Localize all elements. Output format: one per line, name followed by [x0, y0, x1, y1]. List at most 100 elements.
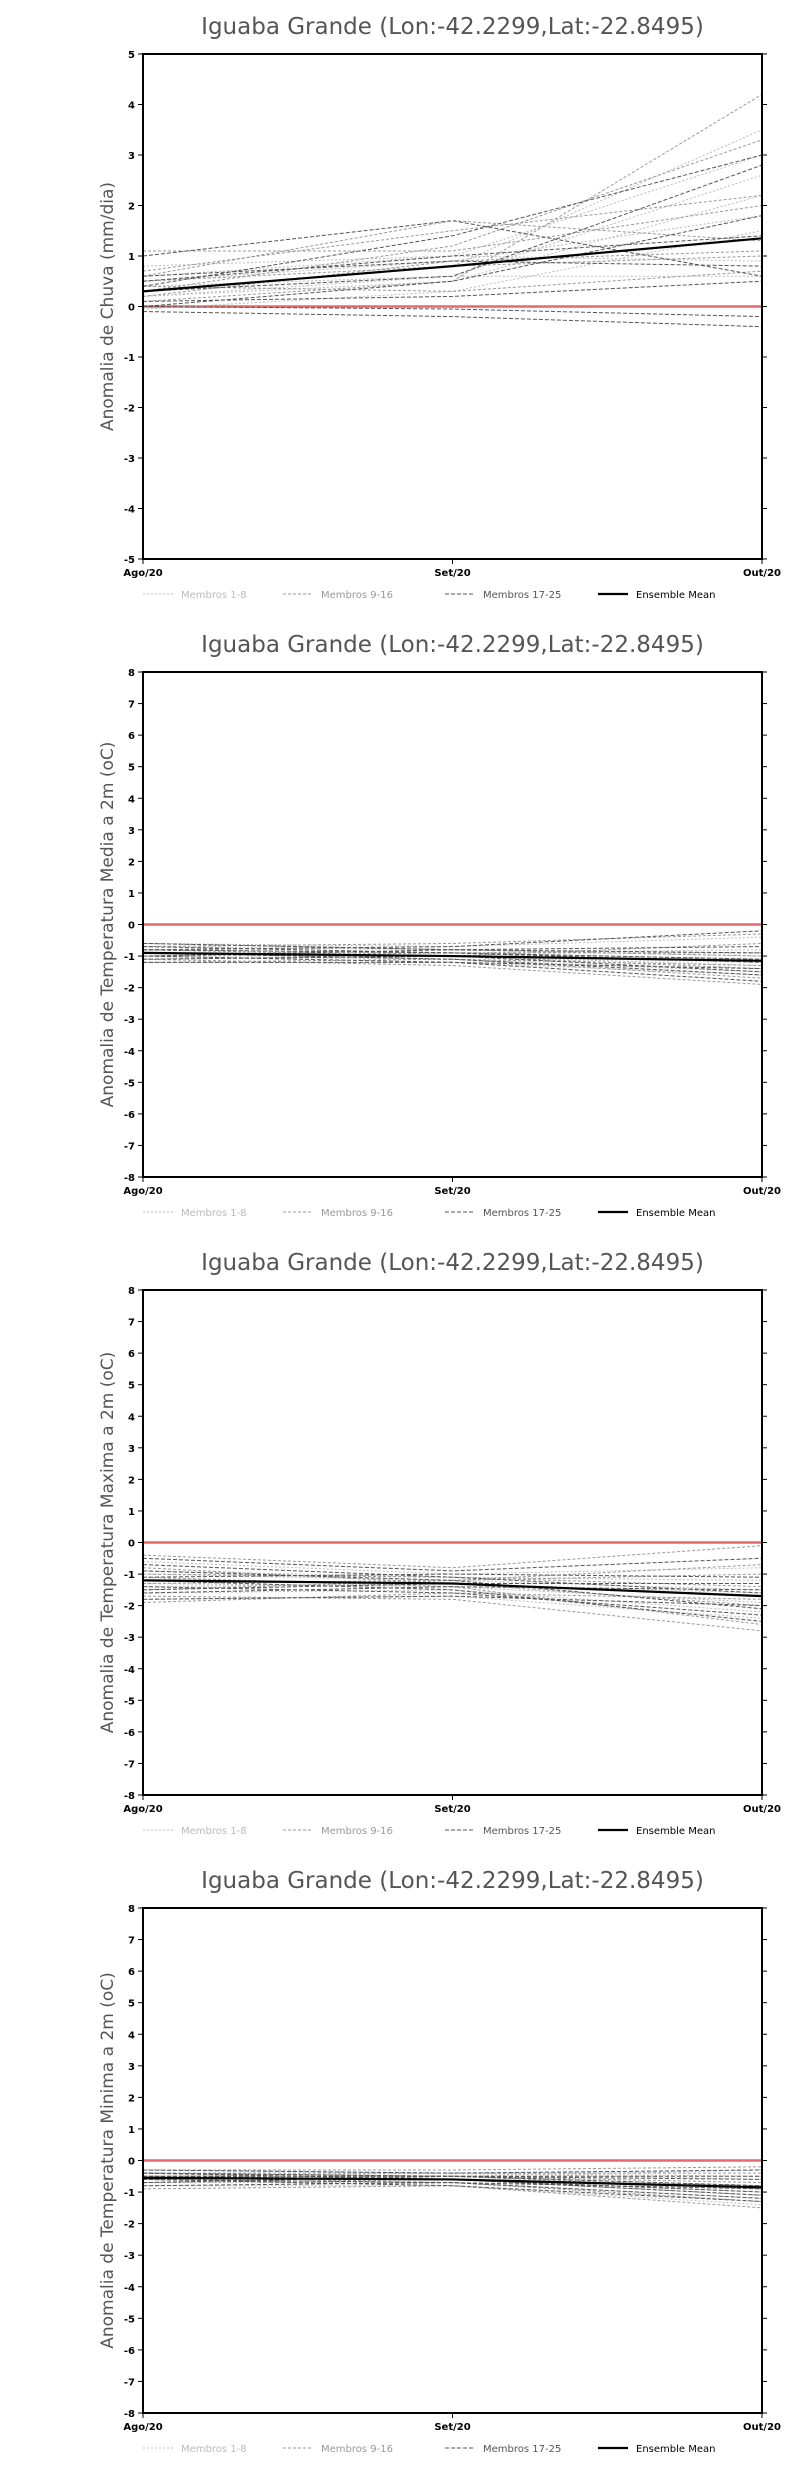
y-tick-label: -4	[124, 505, 135, 516]
chart-title: Iguaba Grande (Lon:-42.2299,Lat:-22.8495…	[201, 1250, 704, 1276]
legend-label-members-1-8: Membros 1-8	[181, 1208, 247, 1219]
member-line	[142, 139, 763, 292]
chart-panel-1: Iguaba Grande (Lon:-42.2299,Lat:-22.8495…	[0, 0, 800, 618]
y-tick-label: 3	[128, 151, 135, 162]
y-tick-label: 8	[128, 1904, 135, 1915]
y-tick-label: -4	[124, 2283, 135, 2294]
member-line	[142, 194, 763, 272]
y-tick-label: 3	[128, 826, 135, 837]
ensemble-mean-line	[142, 951, 763, 962]
y-tick-label: 5	[128, 1999, 135, 2010]
ensemble-mean-line	[142, 1579, 763, 1598]
y-tick-label: 1	[128, 2125, 135, 2136]
y-tick-label: -3	[124, 454, 135, 465]
member-line	[142, 93, 763, 302]
member-line	[142, 1557, 763, 1572]
legend-label-ensemble: Ensemble Mean	[636, 2444, 715, 2455]
y-tick-label: 2	[128, 1475, 135, 1486]
y-tick-label: -2	[124, 1602, 135, 1613]
y-tick-label: 2	[128, 202, 135, 213]
member-line	[142, 958, 763, 985]
y-tick-label: 8	[128, 668, 135, 679]
member-line	[142, 1573, 763, 1578]
y-tick-label: -6	[124, 1728, 135, 1739]
member-line	[142, 1573, 763, 1588]
y-tick-label: 0	[128, 2157, 135, 2168]
member-line	[142, 2172, 763, 2187]
x-tick-label: Set/20	[434, 1186, 470, 1197]
member-line	[142, 2172, 763, 2184]
member-line	[142, 949, 763, 960]
y-tick-label: 4	[128, 101, 135, 112]
legend-label-members-9-16: Membros 9-16	[321, 1826, 393, 1837]
y-tick-label: 1	[128, 1507, 135, 1518]
y-tick-label: 8	[128, 1286, 135, 1297]
member-line	[142, 154, 763, 277]
y-tick-label: 1	[128, 252, 135, 263]
member-line	[142, 230, 763, 310]
chart-title: Iguaba Grande (Lon:-42.2299,Lat:-22.8495…	[201, 632, 704, 658]
ensemble-mean-line	[142, 2176, 763, 2189]
member-line	[142, 280, 763, 302]
member-line	[142, 1595, 763, 1632]
member-line	[142, 1576, 763, 1626]
member-line	[142, 2178, 763, 2203]
member-line	[142, 1545, 763, 1569]
y-tick-label: -8	[124, 1173, 135, 1184]
member-line	[142, 235, 763, 282]
y-tick-label: 6	[128, 1967, 135, 1978]
legend-label-ensemble: Ensemble Mean	[636, 1208, 715, 1219]
member-line	[142, 1567, 763, 1607]
x-tick-label: Out/20	[743, 2422, 781, 2433]
legend-label-members-1-8: Membros 1-8	[181, 590, 247, 601]
legend-label-members-17-25: Membros 17-25	[483, 2444, 561, 2455]
legend-label-members-9-16: Membros 9-16	[321, 1208, 393, 1219]
x-tick-label: Set/20	[434, 568, 470, 579]
y-tick-label: -3	[124, 1015, 135, 1026]
y-tick-label: -7	[124, 1141, 135, 1152]
legend-label-ensemble: Ensemble Mean	[636, 1826, 715, 1837]
member-line	[142, 2178, 763, 2203]
plot-frame	[142, 1907, 763, 2414]
y-tick-label: 5	[128, 50, 135, 61]
member-line	[142, 1564, 763, 1585]
chart-panel-2: Iguaba Grande (Lon:-42.2299,Lat:-22.8495…	[0, 618, 800, 1236]
member-line	[142, 1570, 763, 1610]
y-tick-label: -2	[124, 2220, 135, 2231]
member-line	[142, 154, 763, 287]
legend-label-members-1-8: Membros 1-8	[181, 2444, 247, 2455]
y-axis-label: Anomalia de Chuva (mm/dia)	[98, 182, 118, 431]
plot-frame	[142, 1289, 763, 1796]
y-tick-label: 2	[128, 2093, 135, 2104]
y-tick-label: 7	[128, 700, 135, 711]
member-line	[143, 2185, 763, 2206]
member-line	[142, 1586, 763, 1594]
chart-title: Iguaba Grande (Lon:-42.2299,Lat:-22.8495…	[201, 1868, 704, 1894]
chart-title: Iguaba Grande (Lon:-42.2299,Lat:-22.8495…	[201, 14, 704, 40]
ensemble-mean-line	[142, 237, 763, 293]
y-tick-label: -2	[124, 984, 135, 995]
x-tick-label: Ago/20	[123, 1804, 162, 1815]
member-line	[142, 1573, 763, 1591]
y-tick-label: -1	[124, 1570, 135, 1581]
legend-label-members-1-8: Membros 1-8	[181, 1826, 247, 1837]
y-axis-label: Anomalia de Temperatura Minima a 2m (oC)	[98, 1972, 118, 2349]
chart-svg: Iguaba Grande (Lon:-42.2299,Lat:-22.8495…	[98, 14, 781, 601]
y-tick-label: 5	[128, 1381, 135, 1392]
legend-label-ensemble: Ensemble Mean	[636, 590, 715, 601]
y-tick-label: -5	[124, 1078, 135, 1089]
chart-svg: Iguaba Grande (Lon:-42.2299,Lat:-22.8495…	[98, 632, 781, 1219]
y-tick-label: -3	[124, 2251, 135, 2262]
y-tick-label: -1	[124, 353, 135, 364]
y-tick-label: 4	[128, 794, 135, 805]
chart-svg: Iguaba Grande (Lon:-42.2299,Lat:-22.8495…	[98, 1250, 781, 1837]
member-line	[142, 270, 763, 292]
y-tick-label: 3	[128, 1444, 135, 1455]
y-tick-label: 2	[128, 857, 135, 868]
y-tick-label: -4	[124, 1047, 135, 1058]
member-line	[143, 961, 763, 976]
y-tick-label: -8	[124, 1791, 135, 1802]
member-line	[142, 311, 763, 328]
y-tick-label: -1	[124, 952, 135, 963]
y-tick-label: -1	[124, 2188, 135, 2199]
